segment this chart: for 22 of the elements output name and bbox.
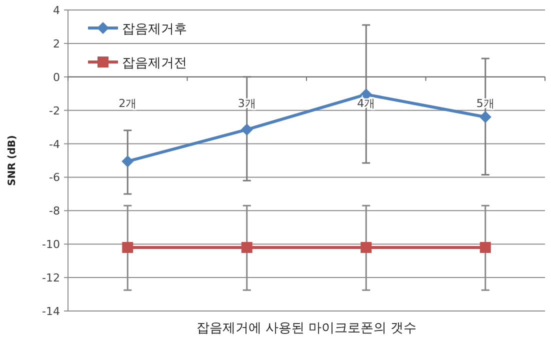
- legend-label: 잡음제거후: [122, 22, 187, 37]
- point: [480, 242, 491, 253]
- point: [479, 111, 492, 124]
- y-tick-label: -12: [42, 272, 60, 285]
- y-axis-title: SNR (dB): [7, 135, 18, 186]
- y-tick-label: -2: [49, 104, 60, 118]
- y-tick-label: -4: [49, 138, 60, 151]
- point: [360, 242, 372, 253]
- y-tick-label: -10: [42, 238, 60, 252]
- y-tick-label: 2: [53, 37, 60, 50]
- y-tick-label: 0: [53, 70, 60, 84]
- point: [122, 155, 134, 168]
- y-tick-label: -6: [49, 171, 60, 184]
- y-tick-label: 4: [53, 4, 60, 17]
- x-tick-label: 2개: [118, 96, 137, 110]
- point: [122, 242, 134, 253]
- y-tick-label: -8: [49, 204, 60, 218]
- point: [241, 242, 252, 253]
- legend-label: 잡음제거전: [122, 56, 187, 71]
- x-axis-title: 잡음제거에 사용된 마이크로폰의 갯수: [196, 321, 417, 336]
- point: [240, 124, 253, 136]
- y-tick-label: -14: [42, 305, 60, 318]
